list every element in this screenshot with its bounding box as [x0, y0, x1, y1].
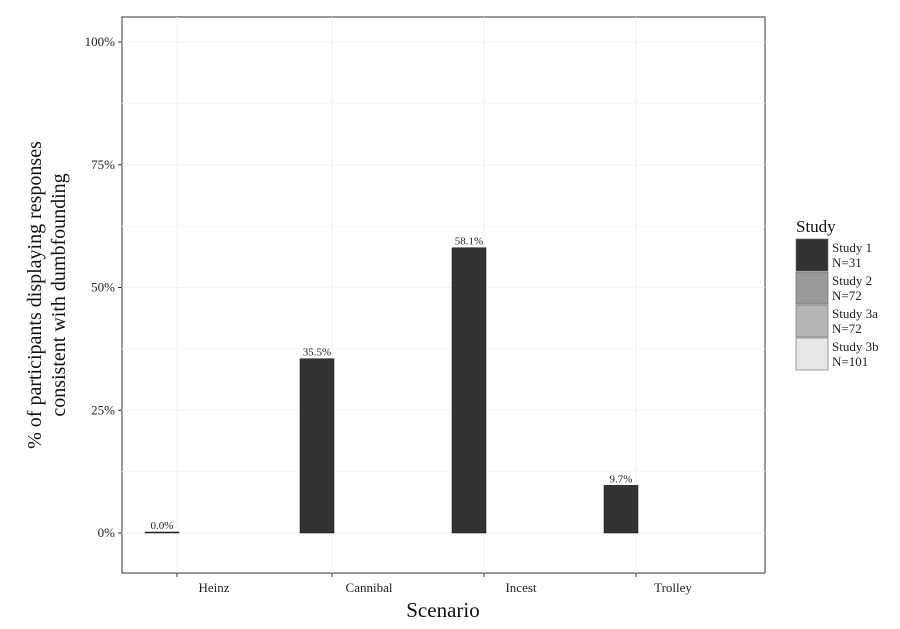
x-tick-label: Cannibal	[346, 580, 393, 595]
data-label: 0.0%	[151, 520, 174, 532]
data-label: 58.1%	[455, 236, 483, 248]
y-axis-title: % of participants displaying responses c…	[24, 141, 70, 449]
x-tick-label: Incest	[505, 580, 536, 595]
y-axis: 0% 25% 50% 75% 100%	[85, 34, 122, 540]
x-tick-label: Heinz	[198, 580, 229, 595]
data-label: 9.7%	[610, 473, 633, 485]
x-tick-label: Trolley	[654, 580, 692, 595]
bar-trolley	[603, 485, 639, 534]
bar-cannibal	[299, 358, 335, 534]
legend-label-line-1: Study 3a	[832, 306, 878, 321]
legend-key	[795, 337, 829, 371]
legend-key	[795, 271, 829, 305]
bar-incest	[451, 247, 487, 534]
legend-label-line-2: N=31	[832, 255, 862, 270]
legend-title: Study	[796, 217, 836, 236]
y-tick-label: 100%	[85, 34, 116, 49]
legend-label-line-2: N=72	[832, 288, 862, 303]
grid-layer	[122, 17, 765, 573]
legend-key	[795, 238, 829, 272]
legend-label-line-2: N=72	[832, 321, 862, 336]
y-tick-label: 50%	[91, 280, 115, 295]
x-axis: Heinz Cannibal Incest Trolley	[176, 573, 692, 595]
legend-label-line-1: Study 3b	[832, 339, 879, 354]
bars-layer: 0.0% 35.5% 58.1% 9.7%	[144, 236, 639, 534]
legend-label-line-1: Study 1	[832, 240, 872, 255]
y-tick-label: 0%	[98, 525, 116, 540]
data-label: 35.5%	[303, 347, 331, 359]
legend-label-line-2: N=101	[832, 354, 868, 369]
y-axis-title-line-2: consistent with dumbfounding	[48, 173, 70, 416]
legend-label-line-1: Study 2	[832, 273, 872, 288]
x-axis-title: Scenario	[406, 598, 479, 622]
bar-heinz	[144, 531, 180, 534]
y-tick-label: 75%	[91, 157, 115, 172]
plot-panel	[121, 16, 766, 574]
y-tick-label: 25%	[91, 402, 115, 417]
y-axis-title-line-1: % of participants displaying responses	[24, 141, 46, 449]
legend-key	[795, 304, 829, 338]
